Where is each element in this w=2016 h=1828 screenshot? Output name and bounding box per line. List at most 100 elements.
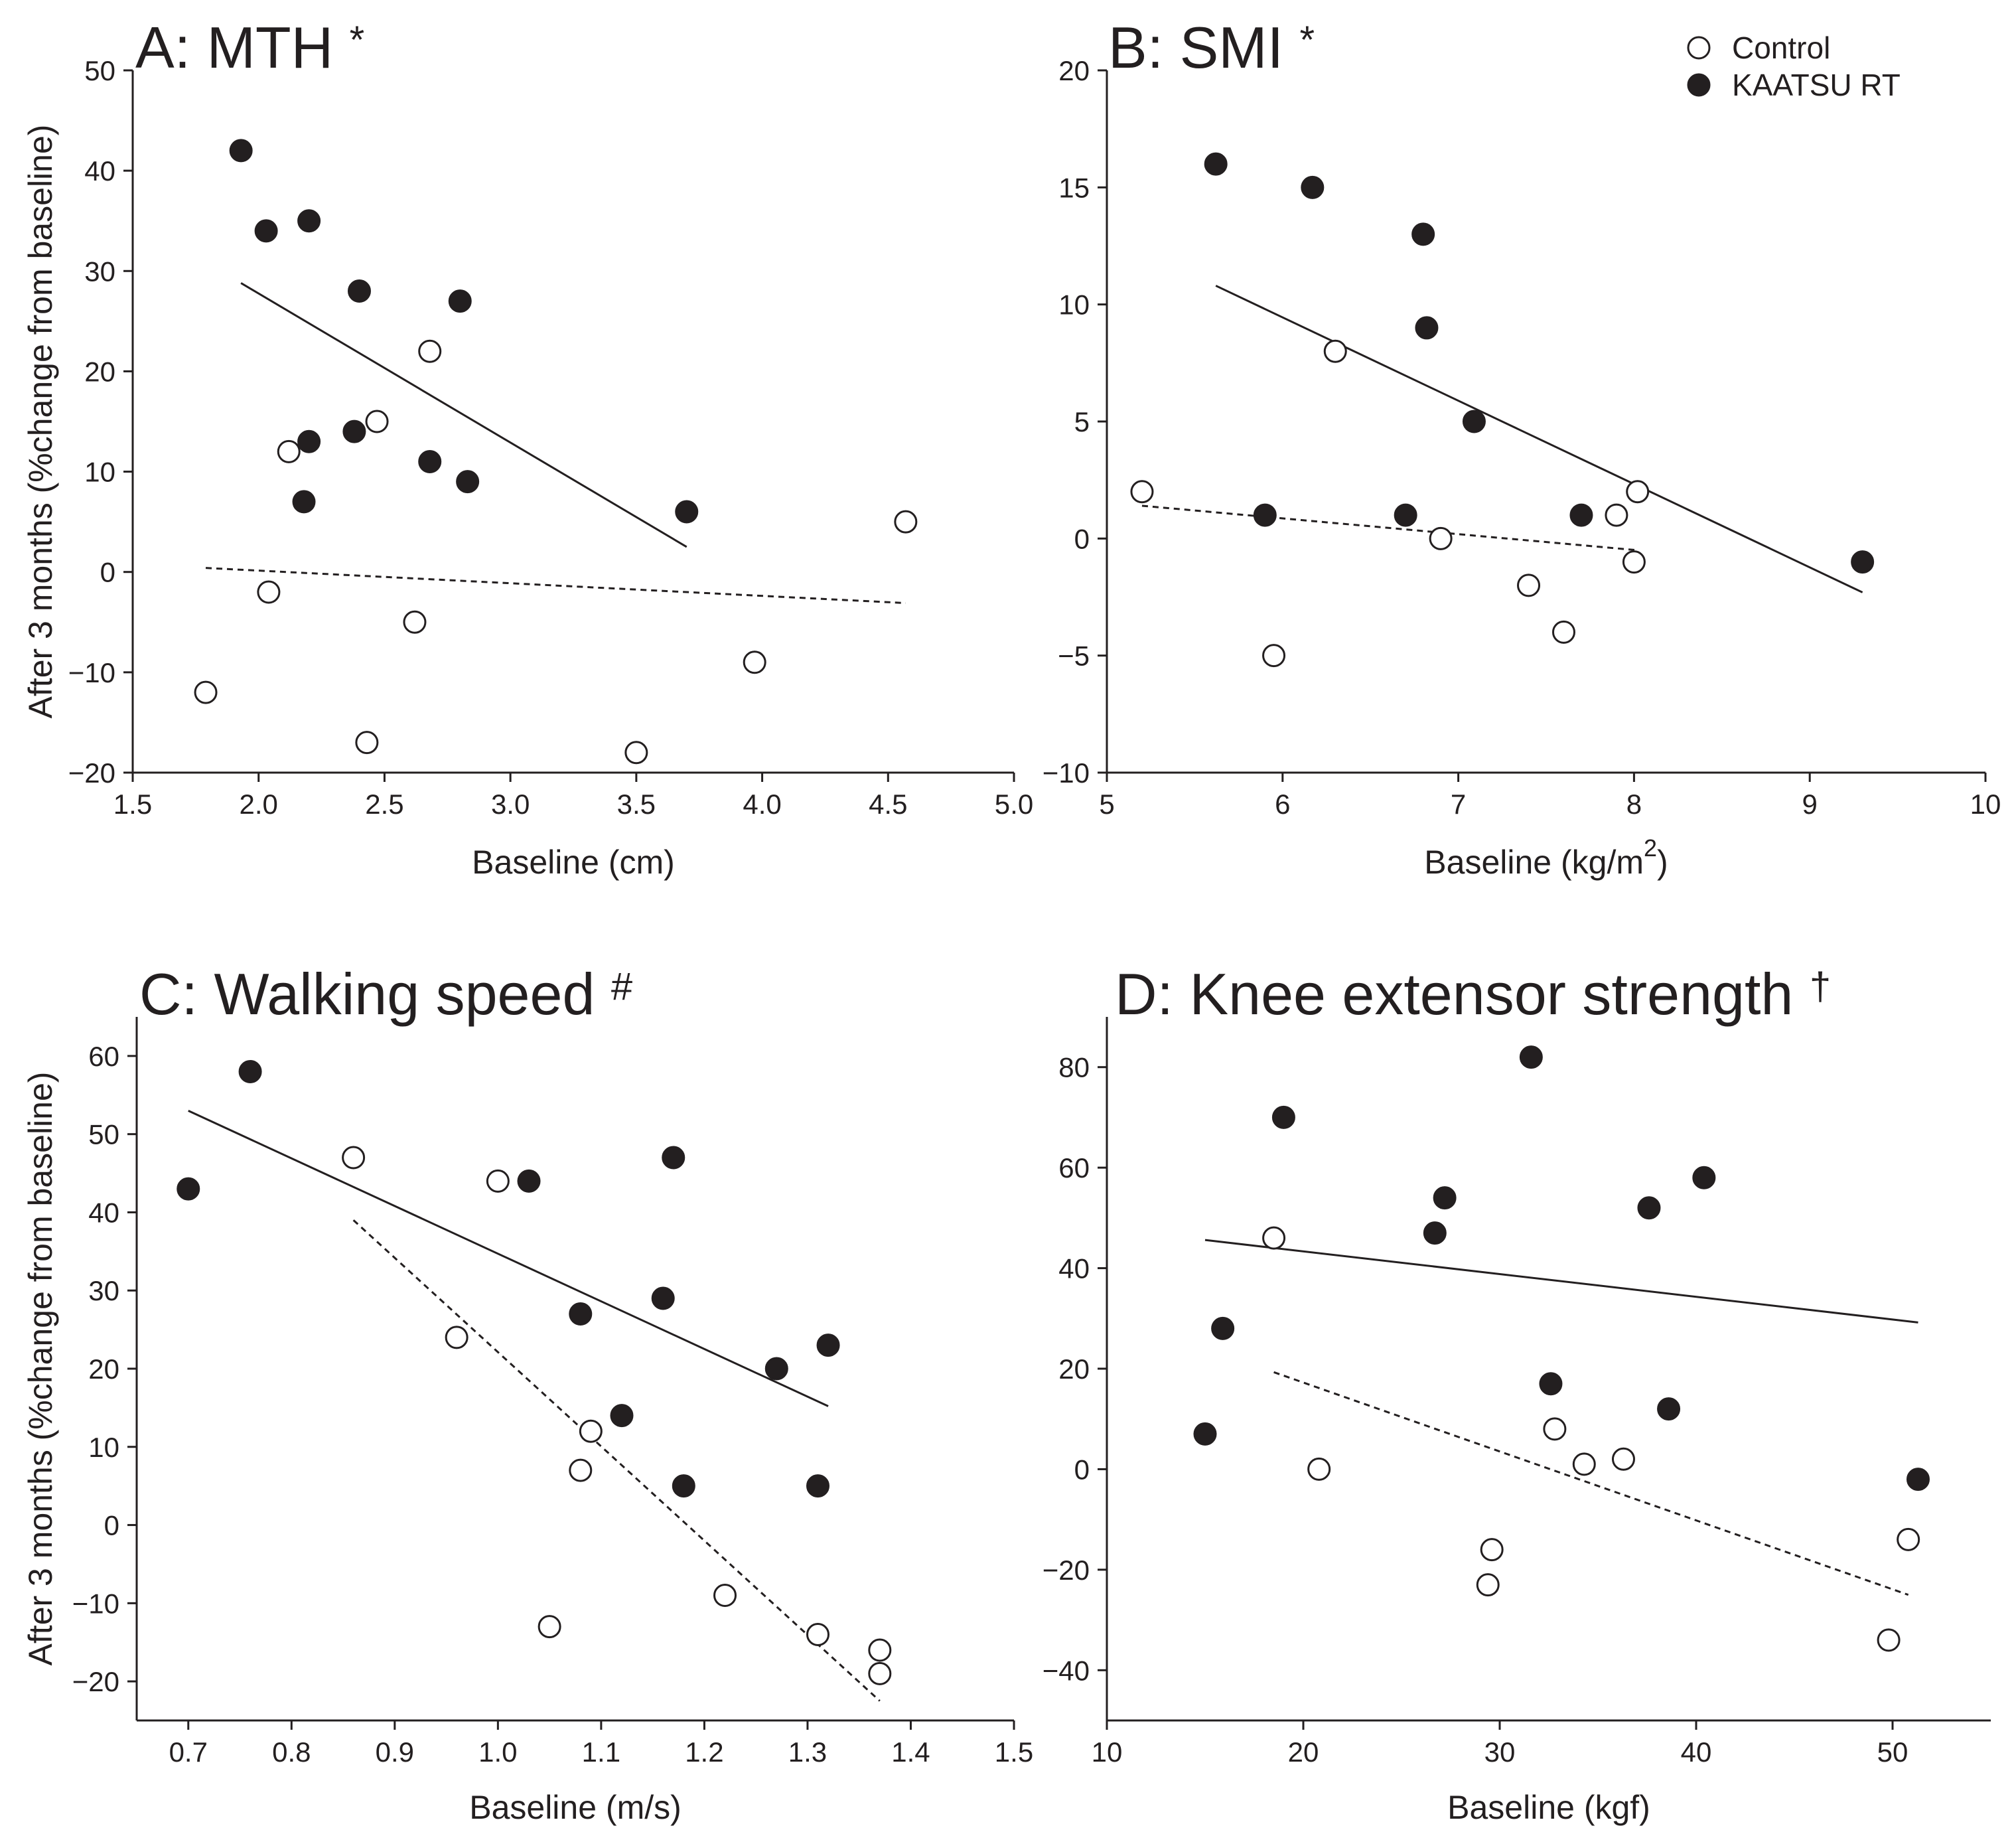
x-tick-label: 3.5 xyxy=(617,789,656,820)
control-point xyxy=(579,1419,603,1443)
x-tick-label: 1.2 xyxy=(685,1736,723,1768)
kaatsu-point xyxy=(1462,410,1486,433)
panel-title: D: Knee extensor strength † xyxy=(1115,961,1831,1027)
kaatsu-point xyxy=(517,1169,541,1193)
y-tick-label: 30 xyxy=(84,256,115,287)
control-point xyxy=(418,339,442,363)
legend-control-marker xyxy=(1687,36,1711,60)
control-point xyxy=(1480,1538,1504,1562)
panel-title-mark: † xyxy=(1810,965,1831,1008)
kaatsu-point xyxy=(1539,1372,1563,1396)
control-point xyxy=(1611,1447,1635,1471)
kaatsu-point xyxy=(1415,316,1439,340)
panel-title-text: D: Knee extensor strength xyxy=(1115,961,1810,1027)
kaatsu-point xyxy=(1423,1221,1447,1245)
control-point xyxy=(445,1326,468,1349)
y-tick-label: 40 xyxy=(84,155,115,187)
kaatsu-point xyxy=(297,209,321,233)
y-tick-label: 10 xyxy=(84,457,115,488)
control-fit-line xyxy=(1141,504,1638,552)
x-tick-label: 5.0 xyxy=(995,789,1033,820)
x-axis-label-text: Baseline (m/s) xyxy=(469,1789,682,1826)
x-tick-label: 1.5 xyxy=(113,789,152,820)
y-tick-label: 20 xyxy=(1058,1353,1090,1385)
y-tick-label: −10 xyxy=(1043,757,1090,789)
legend-control-label: Control xyxy=(1732,31,1830,65)
kaatsu-point xyxy=(1657,1397,1681,1421)
panel-title: B: SMI * xyxy=(1108,15,1315,80)
control-point xyxy=(1605,503,1628,527)
control-fit-line xyxy=(205,567,906,605)
x-tick-label: 5 xyxy=(1099,789,1114,820)
kaatsu-point xyxy=(816,1333,840,1357)
kaatsu-point xyxy=(1519,1045,1543,1069)
control-point xyxy=(342,1146,366,1170)
kaatsu-point xyxy=(672,1474,695,1498)
kaatsu-point xyxy=(297,429,321,453)
control-point xyxy=(1307,1457,1331,1481)
y-tick-label: 0 xyxy=(100,557,115,588)
kaatsu-point xyxy=(254,219,278,243)
control-point xyxy=(365,410,389,433)
control-point xyxy=(743,650,766,674)
y-tick-label: 60 xyxy=(1058,1152,1090,1183)
kaatsu-point xyxy=(342,419,366,443)
panel-b: 5 6 7 8 9 10 −10 −5 0 5 10 15 20 B: SMI * Baseline (kg… xyxy=(1043,15,2001,881)
control-point xyxy=(1130,480,1154,504)
panel-c: 0.7 0.8 0.9 1.0 1.1 1.2 1.3 1.4 1.5 −20 −10 0 10 20 30… xyxy=(22,961,1033,1826)
kaatsu-point xyxy=(806,1474,829,1498)
x-tick-label: 4.5 xyxy=(869,789,907,820)
x-tick-label: 6 xyxy=(1275,789,1290,820)
panel-title-mark: * xyxy=(1300,19,1315,62)
y-tick-label: 80 xyxy=(1058,1052,1090,1083)
control-point xyxy=(355,731,379,755)
control-point xyxy=(1262,644,1286,668)
kaatsu-point xyxy=(1193,1422,1217,1446)
panel-title-text: A: MTH xyxy=(135,15,350,80)
control-point xyxy=(1543,1417,1567,1441)
kaatsu-point xyxy=(456,470,480,494)
y-tick-label: 20 xyxy=(84,356,115,387)
x-axis-label: Baseline (cm) xyxy=(472,844,675,881)
kaatsu-fit-line xyxy=(1215,285,1863,593)
control-point xyxy=(1897,1527,1920,1551)
kaatsu-point xyxy=(1637,1196,1661,1220)
panel-title-text: C: Walking speed xyxy=(139,961,611,1027)
kaatsu-point xyxy=(610,1404,634,1428)
kaatsu-point xyxy=(764,1357,788,1381)
control-point xyxy=(868,1661,892,1685)
kaatsu-point xyxy=(1301,175,1325,199)
kaatsu-point xyxy=(569,1302,593,1326)
kaatsu-point xyxy=(229,139,253,163)
x-tick-label: 7 xyxy=(1451,789,1466,820)
kaatsu-point xyxy=(448,289,472,313)
x-axis-label-text: Baseline (kg/m xyxy=(1424,844,1644,881)
panels: 1.5 2.0 2.5 3.0 3.5 4.0 4.5 5.0−20−100102030405… xyxy=(22,15,2001,1826)
x-tick-label: 50 xyxy=(1877,1736,1908,1768)
x-axis-label: Baseline (kgf) xyxy=(1447,1789,1650,1826)
kaatsu-point xyxy=(177,1177,200,1201)
y-tick-label: 20 xyxy=(1058,55,1090,86)
y-axis-label: After 3 months (%change from baseline) xyxy=(22,125,59,719)
control-point xyxy=(1551,620,1575,644)
control-point xyxy=(1572,1452,1596,1476)
y-tick-label: 0 xyxy=(1074,523,1090,554)
panel-title-text: B: SMI xyxy=(1108,15,1300,80)
kaatsu-point xyxy=(1851,550,1875,574)
kaatsu-fit-line xyxy=(240,282,687,548)
control-point xyxy=(1626,480,1650,504)
x-axis-label-text: Baseline (cm) xyxy=(472,844,675,881)
control-point xyxy=(713,1584,737,1608)
control-fit-line xyxy=(352,1219,881,1702)
control-point xyxy=(538,1615,561,1639)
x-axis-label-superscript: 2 xyxy=(1644,834,1657,862)
panel-a: 1.5 2.0 2.5 3.0 3.5 4.0 4.5 5.0 −20 −10 0 10 20 30 40 5… xyxy=(22,15,1033,881)
x-tick-label: 1.1 xyxy=(582,1736,620,1768)
control-point xyxy=(403,610,427,634)
kaatsu-point xyxy=(662,1146,685,1170)
y-axis-label: After 3 months (%change from baseline) xyxy=(22,1072,59,1666)
panel-title-mark: * xyxy=(350,19,365,62)
control-point xyxy=(1262,1226,1286,1250)
